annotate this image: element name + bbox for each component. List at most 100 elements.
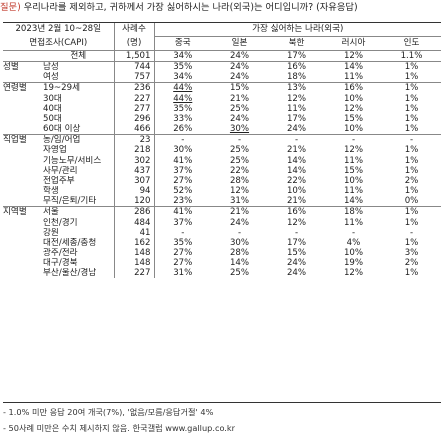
percentage-cell: 1% [404, 155, 419, 166]
sample-size: 227 [113, 268, 154, 279]
table-row: 지역별 서울 286 41% 21% 16% 18% 1% [3, 206, 442, 218]
percentage-cell: 11% [343, 72, 364, 83]
row-group-label [3, 156, 43, 166]
percentage-cell: 41% [153, 206, 211, 218]
percentage-cell: 22% [286, 175, 307, 186]
row-group-label [3, 124, 43, 135]
percentage-cell: 30% [153, 145, 211, 156]
percentage-cell: 1% [404, 237, 419, 248]
percentage-cell: 24% [286, 124, 307, 135]
row-label: 남성 [43, 61, 114, 73]
percentage-cell: 14% [286, 165, 307, 176]
table-row: 학생 94 52% 12% 10% 11% 1% [3, 186, 441, 197]
row-label: 무직/은퇴/기타 [43, 196, 97, 207]
percentage-cell: 1% [404, 186, 419, 197]
row-label: 50대 [43, 113, 62, 124]
percentage-cell: 1% [404, 165, 419, 176]
table-row: 직업별 농/임/어업 23- - - - - [3, 134, 442, 146]
percentage-cell: 37% [153, 217, 211, 228]
table-row: 40대 277 35% 25% 11% 12% 1% [3, 103, 441, 114]
percentage-cell: 27% [153, 175, 211, 187]
country-header: 북한 [288, 38, 305, 48]
row-label: 30대 [43, 93, 62, 104]
row-group-label [3, 258, 43, 268]
percentage-cell: 19% [343, 258, 364, 269]
sample-size: 120 [113, 196, 154, 207]
percentage-cell: 1% [382, 206, 442, 218]
percentage-cell: 11% [343, 186, 364, 197]
percentage-cell: 41% [153, 155, 211, 166]
percentage-cell: 1% [404, 124, 419, 135]
row-group-label [3, 166, 43, 176]
results-table: 2023년 2월 10~28일 사례수 가장 싫어하는 나라(외국) 면접조사(… [3, 22, 442, 279]
row-group-label [3, 196, 43, 207]
percentage-cell: - [153, 134, 211, 146]
row-label: 전업주부 [43, 175, 75, 186]
percentage-cell: 25% [229, 103, 250, 114]
table-row: 여성 757 34% 24% 18% 11% 1% [3, 72, 441, 83]
percentage-cell: 25% [229, 268, 250, 279]
percentage-cell: 21% [229, 93, 250, 104]
sample-size: 484 [113, 217, 154, 228]
percentage-cell: - [325, 134, 382, 146]
percentage-cell: 10% [286, 186, 307, 197]
percentage-cell: 15% [343, 165, 364, 176]
footnote: - 50사례 미만은 수치 제시하지 않음. 한국갤럽 www.gallup.c… [3, 423, 236, 433]
row-group-label [3, 72, 43, 83]
percentage-cell: - [211, 134, 268, 146]
row-group-label [3, 176, 43, 186]
sample-size: 757 [113, 72, 154, 83]
sample-size: 277 [113, 103, 154, 114]
percentage-cell: 17% [286, 113, 307, 124]
table-row: 자영업 218 30% 25% 21% 12% 1% [3, 145, 441, 156]
row-label: 40대 [43, 103, 62, 114]
percentage-cell: 52% [153, 186, 211, 197]
sample-size: 23 [113, 134, 154, 146]
percentage-cell: - [268, 134, 325, 146]
row-group-label [3, 94, 43, 104]
percentage-cell: 14% [325, 61, 382, 73]
percentage-cell: 22% [229, 165, 250, 176]
survey-method: 면접조사(CAPI) [29, 37, 88, 48]
percentage-cell: 1.1% [382, 49, 442, 62]
sample-size: 744 [113, 61, 154, 73]
percentage-cell: 11% [343, 217, 364, 228]
row-group-label [3, 228, 43, 238]
percentage-cell: 24% [286, 268, 307, 279]
row-label: 인천/경기 [43, 217, 78, 228]
percentage-cell: 26% [153, 124, 211, 135]
percentage-cell: 4% [346, 237, 361, 248]
country-header: 일본 [231, 38, 248, 48]
row-label: 자영업 [43, 145, 67, 156]
percentage-cell: 21% [286, 145, 307, 156]
row-label: 서울 [43, 206, 114, 218]
percentage-cell: 18% [286, 72, 307, 83]
percentage-cell: 31% [229, 196, 250, 207]
percentage-cell: 12% [343, 145, 364, 156]
row-label: 부산/울산/경남 [43, 268, 97, 279]
row-group-label [3, 145, 43, 155]
percentage-cell: 35% [153, 103, 211, 114]
table-row: 30대 227 44% 21% 12% 10% 1% [3, 93, 441, 104]
row-group-label [3, 268, 43, 278]
country-header: 중국 [153, 36, 211, 51]
percentage-cell: 24% [229, 72, 250, 83]
percentage-cell: 2% [404, 175, 419, 186]
percentage-cell: 0% [404, 196, 419, 207]
percentage-cell: 31% [153, 268, 211, 279]
group-title: 가장 싫어하는 나라(외국) [153, 22, 442, 37]
row-group-label [3, 238, 43, 248]
percentage-cell: - [351, 227, 356, 238]
header-row-1: 2023년 2월 10~28일 사례수 가장 싫어하는 나라(외국) [3, 22, 442, 37]
percentage-cell: 21% [286, 196, 307, 207]
percentage-cell: 24% [286, 258, 307, 269]
table-row: 60대 이상 466 26% 30% 24% 10% 1% [3, 124, 441, 135]
row-label: 농/임/어업 [43, 134, 114, 146]
percentage-cell: 1% [404, 145, 419, 156]
percentage-cell: 10% [343, 175, 364, 186]
percentage-cell: - [237, 227, 242, 238]
row-label: 학생 [43, 186, 59, 197]
percentage-cell: 30% [229, 237, 250, 248]
percentage-cell: 37% [153, 165, 211, 176]
percentage-cell: 11% [286, 103, 307, 114]
